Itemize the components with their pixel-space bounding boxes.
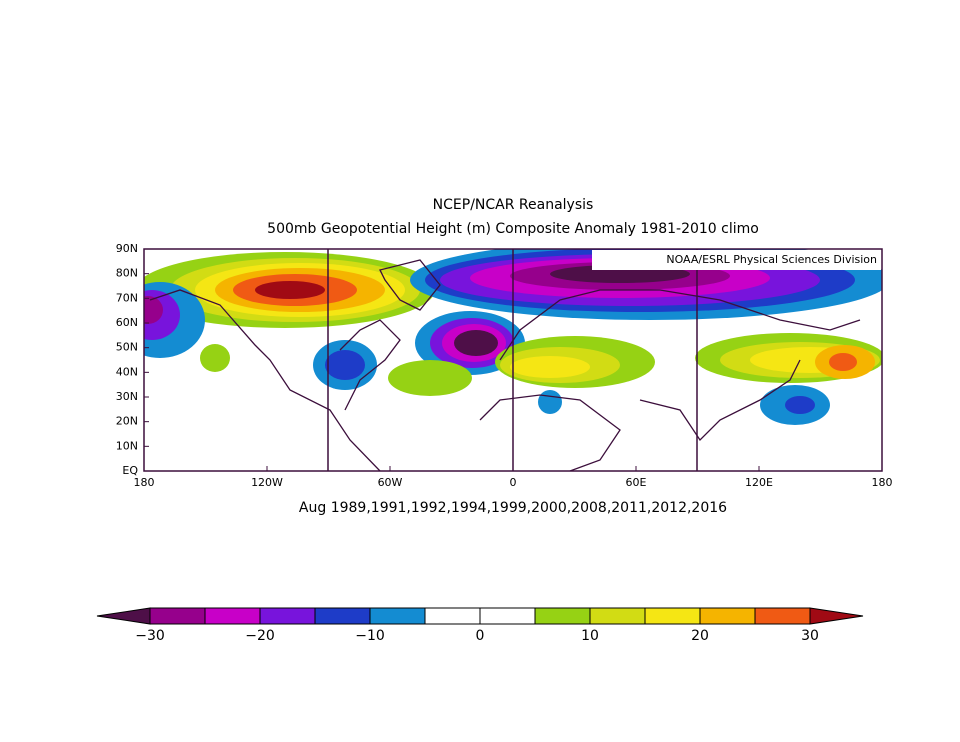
colorbar-box [204, 607, 261, 625]
colorbar-box [259, 607, 316, 625]
lat-label: 30N [116, 390, 138, 403]
colorbar-under [96, 607, 151, 625]
colorbar-label: 0 [476, 628, 485, 644]
colorbar-label: −20 [245, 628, 275, 644]
colorbar-box [644, 607, 701, 625]
colorbar-box [699, 607, 756, 625]
subtitle: 500mb Geopotential Height (m) Composite … [267, 221, 759, 237]
lon-label: 180 [134, 476, 155, 489]
lon-label: 180 [872, 476, 893, 489]
colorbar-box [424, 607, 481, 625]
caption: Aug 1989,1991,1992,1994,1999,2000,2008,2… [299, 500, 727, 516]
lat-label: 50N [116, 341, 138, 354]
colorbar-box [754, 607, 811, 625]
lat-label: 10N [116, 439, 138, 452]
colorbar: −30 −20 −10 0 10 20 30 [96, 607, 864, 644]
lat-label: 80N [116, 267, 138, 280]
lat-label: 60N [116, 316, 138, 329]
colorbar-label: 20 [691, 628, 709, 644]
colorbar-box [589, 607, 646, 625]
credit: NOAA/ESRL Physical Sciences Division [666, 253, 877, 266]
colorbar-box [479, 607, 536, 625]
colorbar-box [314, 607, 371, 625]
anomaly-field [144, 249, 882, 471]
colorbar-box [534, 607, 591, 625]
lon-label: 0 [510, 476, 517, 489]
colorbar-box [369, 607, 426, 625]
lon-label: 60E [626, 476, 647, 489]
colorbar-label: 30 [801, 628, 819, 644]
lon-label: 120E [745, 476, 773, 489]
lon-label: 120W [251, 476, 283, 489]
lat-label: 40N [116, 365, 138, 378]
lon-label: 60W [378, 476, 403, 489]
lat-label: EQ [122, 464, 138, 477]
colorbar-box [149, 607, 206, 625]
credit-box [592, 250, 881, 270]
lat-label: 70N [116, 291, 138, 304]
lat-label: 20N [116, 415, 138, 428]
colorbar-label: −30 [135, 628, 165, 644]
title: NCEP/NCAR Reanalysis [433, 197, 594, 213]
colorbar-over [809, 607, 864, 625]
colorbar-label: −10 [355, 628, 385, 644]
colorbar-label: 10 [581, 628, 599, 644]
lat-label: 90N [116, 242, 138, 255]
